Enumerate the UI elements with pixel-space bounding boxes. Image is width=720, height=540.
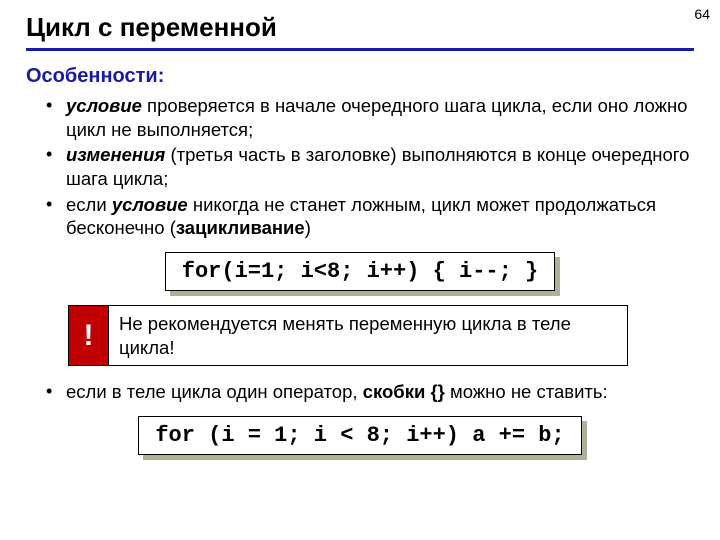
bullet-pre: если в теле цикла один оператор, — [66, 381, 363, 402]
bullet-item: если в теле цикла один оператор, скобки … — [50, 380, 694, 404]
bullet-post: проверяется в начале очередного шага цик… — [66, 95, 687, 140]
bullet-bold: скобки {} — [363, 381, 445, 402]
bullet-emph: изменения — [66, 144, 165, 165]
bullet-post: можно не ставить: — [445, 381, 608, 402]
code-snippet: for(i=1; i<8; i++) { i--; } — [165, 252, 555, 291]
code-snippet: for (i = 1; i < 8; i++) a += b; — [138, 416, 581, 455]
page-title: Цикл с переменной — [26, 12, 694, 51]
warning-text: Не рекомендуется менять переменную цикла… — [108, 305, 628, 366]
bullet-tail-bold: зацикливание — [176, 217, 305, 238]
bullet-tail-post: ) — [305, 217, 311, 238]
page-number: 64 — [694, 6, 710, 22]
bullet-item: изменения (третья часть в заголовке) вып… — [50, 143, 694, 190]
code-box: for(i=1; i<8; i++) { i--; } — [165, 252, 555, 291]
code-box: for (i = 1; i < 8; i++) a += b; — [138, 416, 581, 455]
code-row-1: for(i=1; i<8; i++) { i--; } — [26, 252, 694, 291]
bullet-item: если условие никогда не станет ложным, ц… — [50, 193, 694, 240]
bullet-emph: условие — [112, 194, 188, 215]
bullets-group-b: если в теле цикла один оператор, скобки … — [26, 380, 694, 404]
bullet-pre: если — [66, 194, 112, 215]
warning-badge: ! — [68, 305, 108, 366]
section-label: Особенности: — [26, 65, 694, 88]
code-row-2: for (i = 1; i < 8; i++) a += b; — [26, 416, 694, 455]
bullet-emph: условие — [66, 95, 142, 116]
bullets-group-a: условие проверяется в начале очередного … — [26, 94, 694, 240]
warning-callout: ! Не рекомендуется менять переменную цик… — [68, 305, 628, 366]
slide-page: 64 Цикл с переменной Особенности: услови… — [0, 0, 720, 540]
bullet-item: условие проверяется в начале очередного … — [50, 94, 694, 141]
